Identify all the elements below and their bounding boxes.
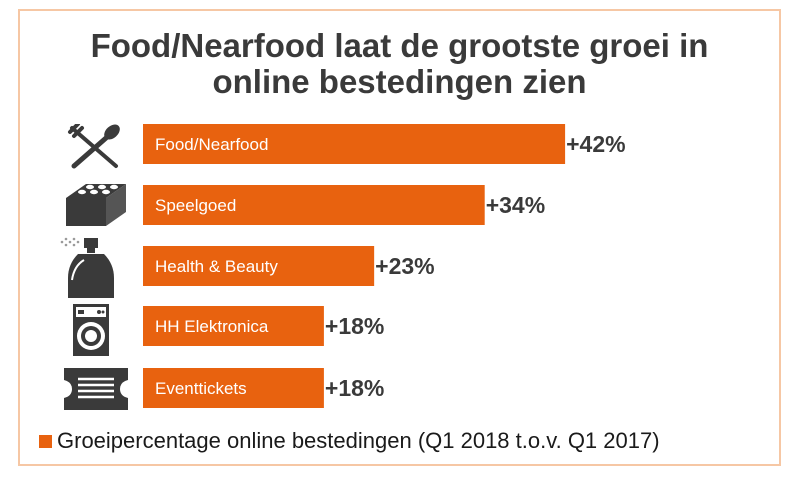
- bar-4: [143, 368, 324, 408]
- bar-category-label-0: Food/Nearfood: [155, 135, 268, 154]
- chart-title-line-2: online bestedingen zien: [212, 63, 587, 100]
- bar-0: [143, 124, 566, 164]
- chart-title: Food/Nearfood laat de grootste groei in …: [18, 28, 781, 100]
- bar-1: [143, 185, 485, 225]
- legend: Groeipercentage online bestedingen (Q1 2…: [39, 428, 660, 454]
- toy-brick-icon: [66, 184, 126, 226]
- cutlery-icon: [68, 124, 120, 169]
- bar-category-label-2: Health & Beauty: [155, 257, 278, 276]
- legend-swatch: [39, 434, 52, 448]
- bar-value-label-1: +34%: [486, 192, 545, 218]
- bar-value-label-2: +23%: [375, 253, 434, 279]
- bar-2: [143, 246, 375, 286]
- bar-category-label-1: Speelgoed: [155, 196, 236, 215]
- bar-value-label-3: +18%: [325, 313, 384, 339]
- washing-machine-icon: [73, 304, 109, 356]
- bar-category-label-4: Eventtickets: [155, 379, 247, 398]
- chart-title-line-1: Food/Nearfood laat de grootste groei in: [90, 27, 709, 64]
- perfume-bottle-icon: [60, 237, 114, 298]
- bar-category-label-3: HH Elektronica: [155, 317, 269, 336]
- bar-value-label-0: +42%: [566, 131, 625, 157]
- bar-value-label-4: +18%: [325, 375, 384, 401]
- bar-3: [143, 306, 324, 346]
- legend-label: Groeipercentage online bestedingen (Q1 2…: [57, 428, 660, 453]
- ticket-icon: [64, 368, 128, 410]
